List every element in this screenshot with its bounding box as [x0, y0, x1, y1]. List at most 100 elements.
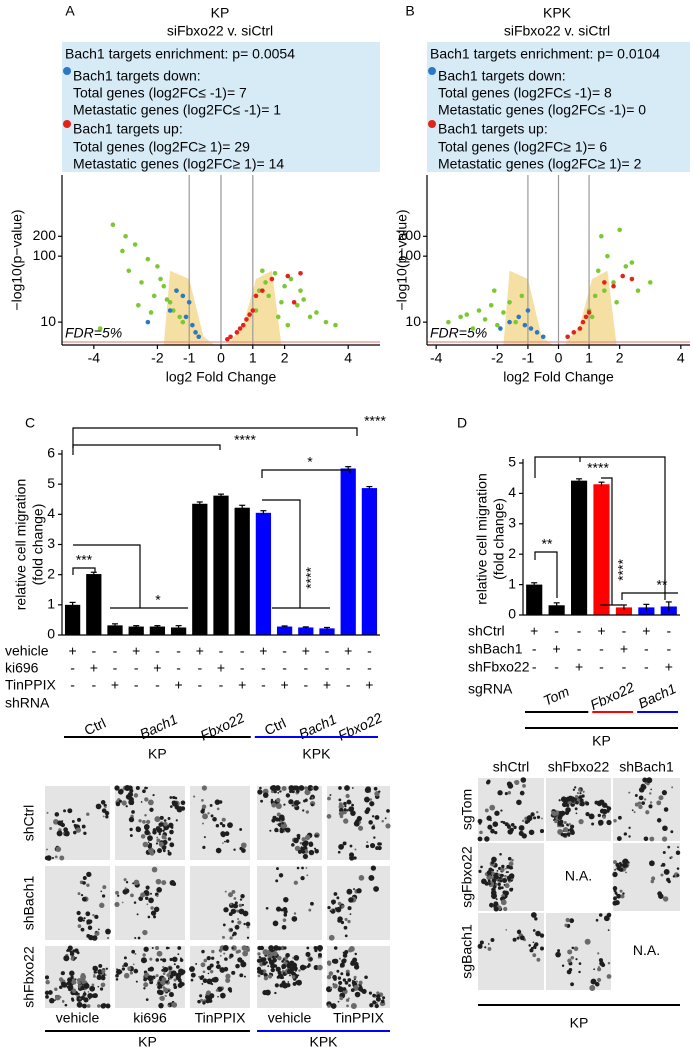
cell-blob	[294, 845, 301, 852]
column-label: vehicle	[268, 1010, 312, 1026]
cell-blob	[557, 815, 563, 820]
cell-blob	[168, 966, 172, 970]
cell-blob	[281, 984, 284, 988]
cell-blob	[561, 824, 565, 827]
cell-blob	[478, 822, 482, 825]
treatment-mark: -	[113, 660, 118, 676]
cell-blob	[337, 986, 344, 993]
na-label: N.A.	[633, 942, 660, 958]
data-point	[333, 322, 338, 328]
cell-blob	[86, 812, 90, 816]
cell-blob	[283, 803, 286, 806]
cell-blob	[82, 875, 87, 880]
treatment-mark: -	[219, 677, 224, 693]
cell-blob	[677, 846, 679, 848]
micrograph	[327, 866, 390, 940]
cell-blob	[631, 809, 634, 812]
column-label: shFbxo22	[548, 759, 610, 775]
data-point	[647, 280, 653, 285]
legend-marker	[428, 67, 436, 75]
row-label: TinPPIX	[5, 677, 56, 693]
cell-blob	[340, 972, 344, 976]
cell-blob	[656, 818, 662, 823]
data-point	[298, 270, 303, 276]
cell-blob	[530, 812, 535, 817]
genotype-label: KPK	[302, 746, 331, 762]
cell-blob	[147, 975, 154, 982]
cell-blob	[97, 1004, 101, 1008]
row-label: shBach1	[21, 876, 37, 931]
data-point	[501, 310, 506, 315]
cell-blob	[270, 800, 274, 804]
x-tick-label: 1	[249, 350, 257, 366]
cell-blob	[534, 942, 539, 947]
treatment-mark: -	[622, 623, 627, 639]
legend-label: Bach1 targets down:	[438, 68, 566, 84]
cell-blob	[143, 977, 147, 982]
cell-blob	[308, 908, 312, 912]
cell-blob	[94, 914, 99, 920]
cell-blob	[150, 910, 157, 916]
cell-blob	[536, 815, 541, 819]
cell-blob	[353, 985, 359, 991]
cell-blob	[135, 826, 142, 833]
cell-blob	[670, 856, 673, 859]
cell-blob	[356, 815, 362, 822]
cell-blob	[355, 980, 358, 983]
cell-blob	[373, 786, 378, 791]
cell-blob	[343, 801, 347, 806]
cell-blob	[239, 898, 243, 901]
cell-blob	[240, 893, 245, 899]
cell-blob	[511, 858, 514, 862]
data-point	[158, 276, 163, 282]
cell-blob	[479, 830, 483, 835]
cell-blob	[268, 945, 274, 951]
cell-blob	[532, 953, 537, 958]
cell-blob	[272, 950, 278, 957]
cell-blob	[142, 953, 146, 957]
cell-blob	[597, 965, 600, 969]
cell-blob	[246, 947, 250, 952]
x-tick-label: 0	[217, 350, 225, 366]
treatment-mark: +	[175, 677, 183, 693]
cell-blob	[105, 928, 111, 935]
cell-blob	[60, 971, 65, 976]
cell-blob	[361, 988, 367, 994]
cell-blob	[231, 946, 234, 950]
cell-blob	[502, 890, 507, 895]
cell-blob	[257, 969, 261, 974]
cell-blob	[57, 820, 63, 826]
cell-blob	[597, 952, 600, 955]
significance-label: ****	[234, 432, 256, 448]
cell-blob	[233, 848, 236, 851]
cell-blob	[385, 823, 391, 829]
cell-blob	[153, 906, 160, 913]
cell-blob	[507, 790, 512, 795]
cell-blob	[500, 809, 503, 812]
cell-blob	[219, 967, 226, 973]
cell-blob	[61, 820, 64, 823]
data-point	[323, 319, 329, 325]
cell-blob	[348, 947, 353, 953]
cell-blob	[45, 994, 49, 999]
row-label: shFbxo22	[468, 659, 530, 675]
cell-blob	[571, 946, 575, 950]
cell-blob	[135, 980, 138, 983]
cell-blob	[588, 813, 595, 820]
cell-blob	[262, 969, 267, 974]
cell-blob	[262, 792, 269, 798]
cell-blob	[171, 1002, 178, 1008]
cell-blob	[145, 960, 148, 962]
data-point	[183, 314, 189, 320]
cell-blob	[637, 801, 642, 805]
cell-blob	[246, 936, 250, 939]
cell-blob	[518, 825, 525, 831]
cell-blob	[560, 810, 566, 816]
cell-blob	[274, 991, 277, 995]
cell-blob	[287, 963, 292, 969]
panel-label: A	[65, 3, 75, 19]
significance-label: ****	[587, 460, 609, 476]
treatment-mark: -	[622, 659, 627, 675]
cell-blob	[97, 985, 100, 988]
micrograph	[190, 866, 250, 940]
